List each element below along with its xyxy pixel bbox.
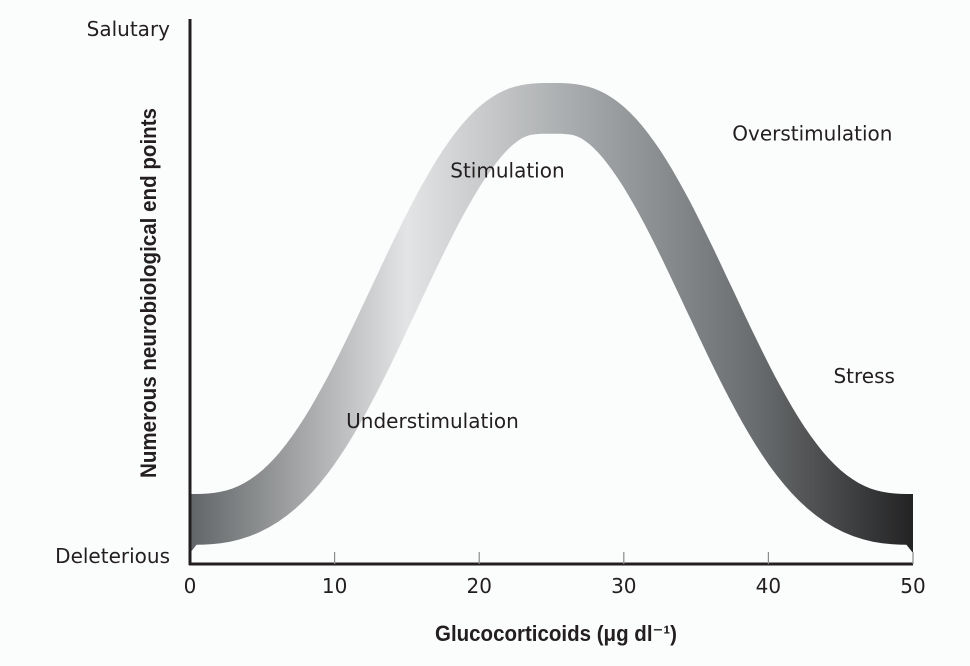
annotation-stress: Stress <box>833 364 894 388</box>
annotation-understimulation: Understimulation <box>346 409 519 433</box>
x-tick-label: 20 <box>466 574 491 598</box>
annotation-stimulation: Stimulation <box>450 159 564 183</box>
y-top-label: Salutary <box>87 17 171 41</box>
x-axis-title: Glucocorticoids (μg dl⁻¹) <box>435 621 677 646</box>
x-tick-label: 40 <box>756 574 781 598</box>
dose-response-band <box>190 83 913 553</box>
annotations: Understimulation Stimulation Overstimulati… <box>346 122 895 434</box>
x-tick-labels: 0 10 20 30 40 50 <box>184 574 926 598</box>
x-tick-label: 0 <box>184 574 197 598</box>
x-tick-label: 30 <box>611 574 636 598</box>
annotation-overstimulation: Overstimulation <box>732 122 892 146</box>
y-axis-title: Numerous neurobiological end points <box>136 108 161 478</box>
x-tick-label: 50 <box>900 574 925 598</box>
x-ticks <box>334 552 914 564</box>
x-tick-label: 10 <box>322 574 347 598</box>
y-bottom-label: Deleterious <box>55 544 170 568</box>
